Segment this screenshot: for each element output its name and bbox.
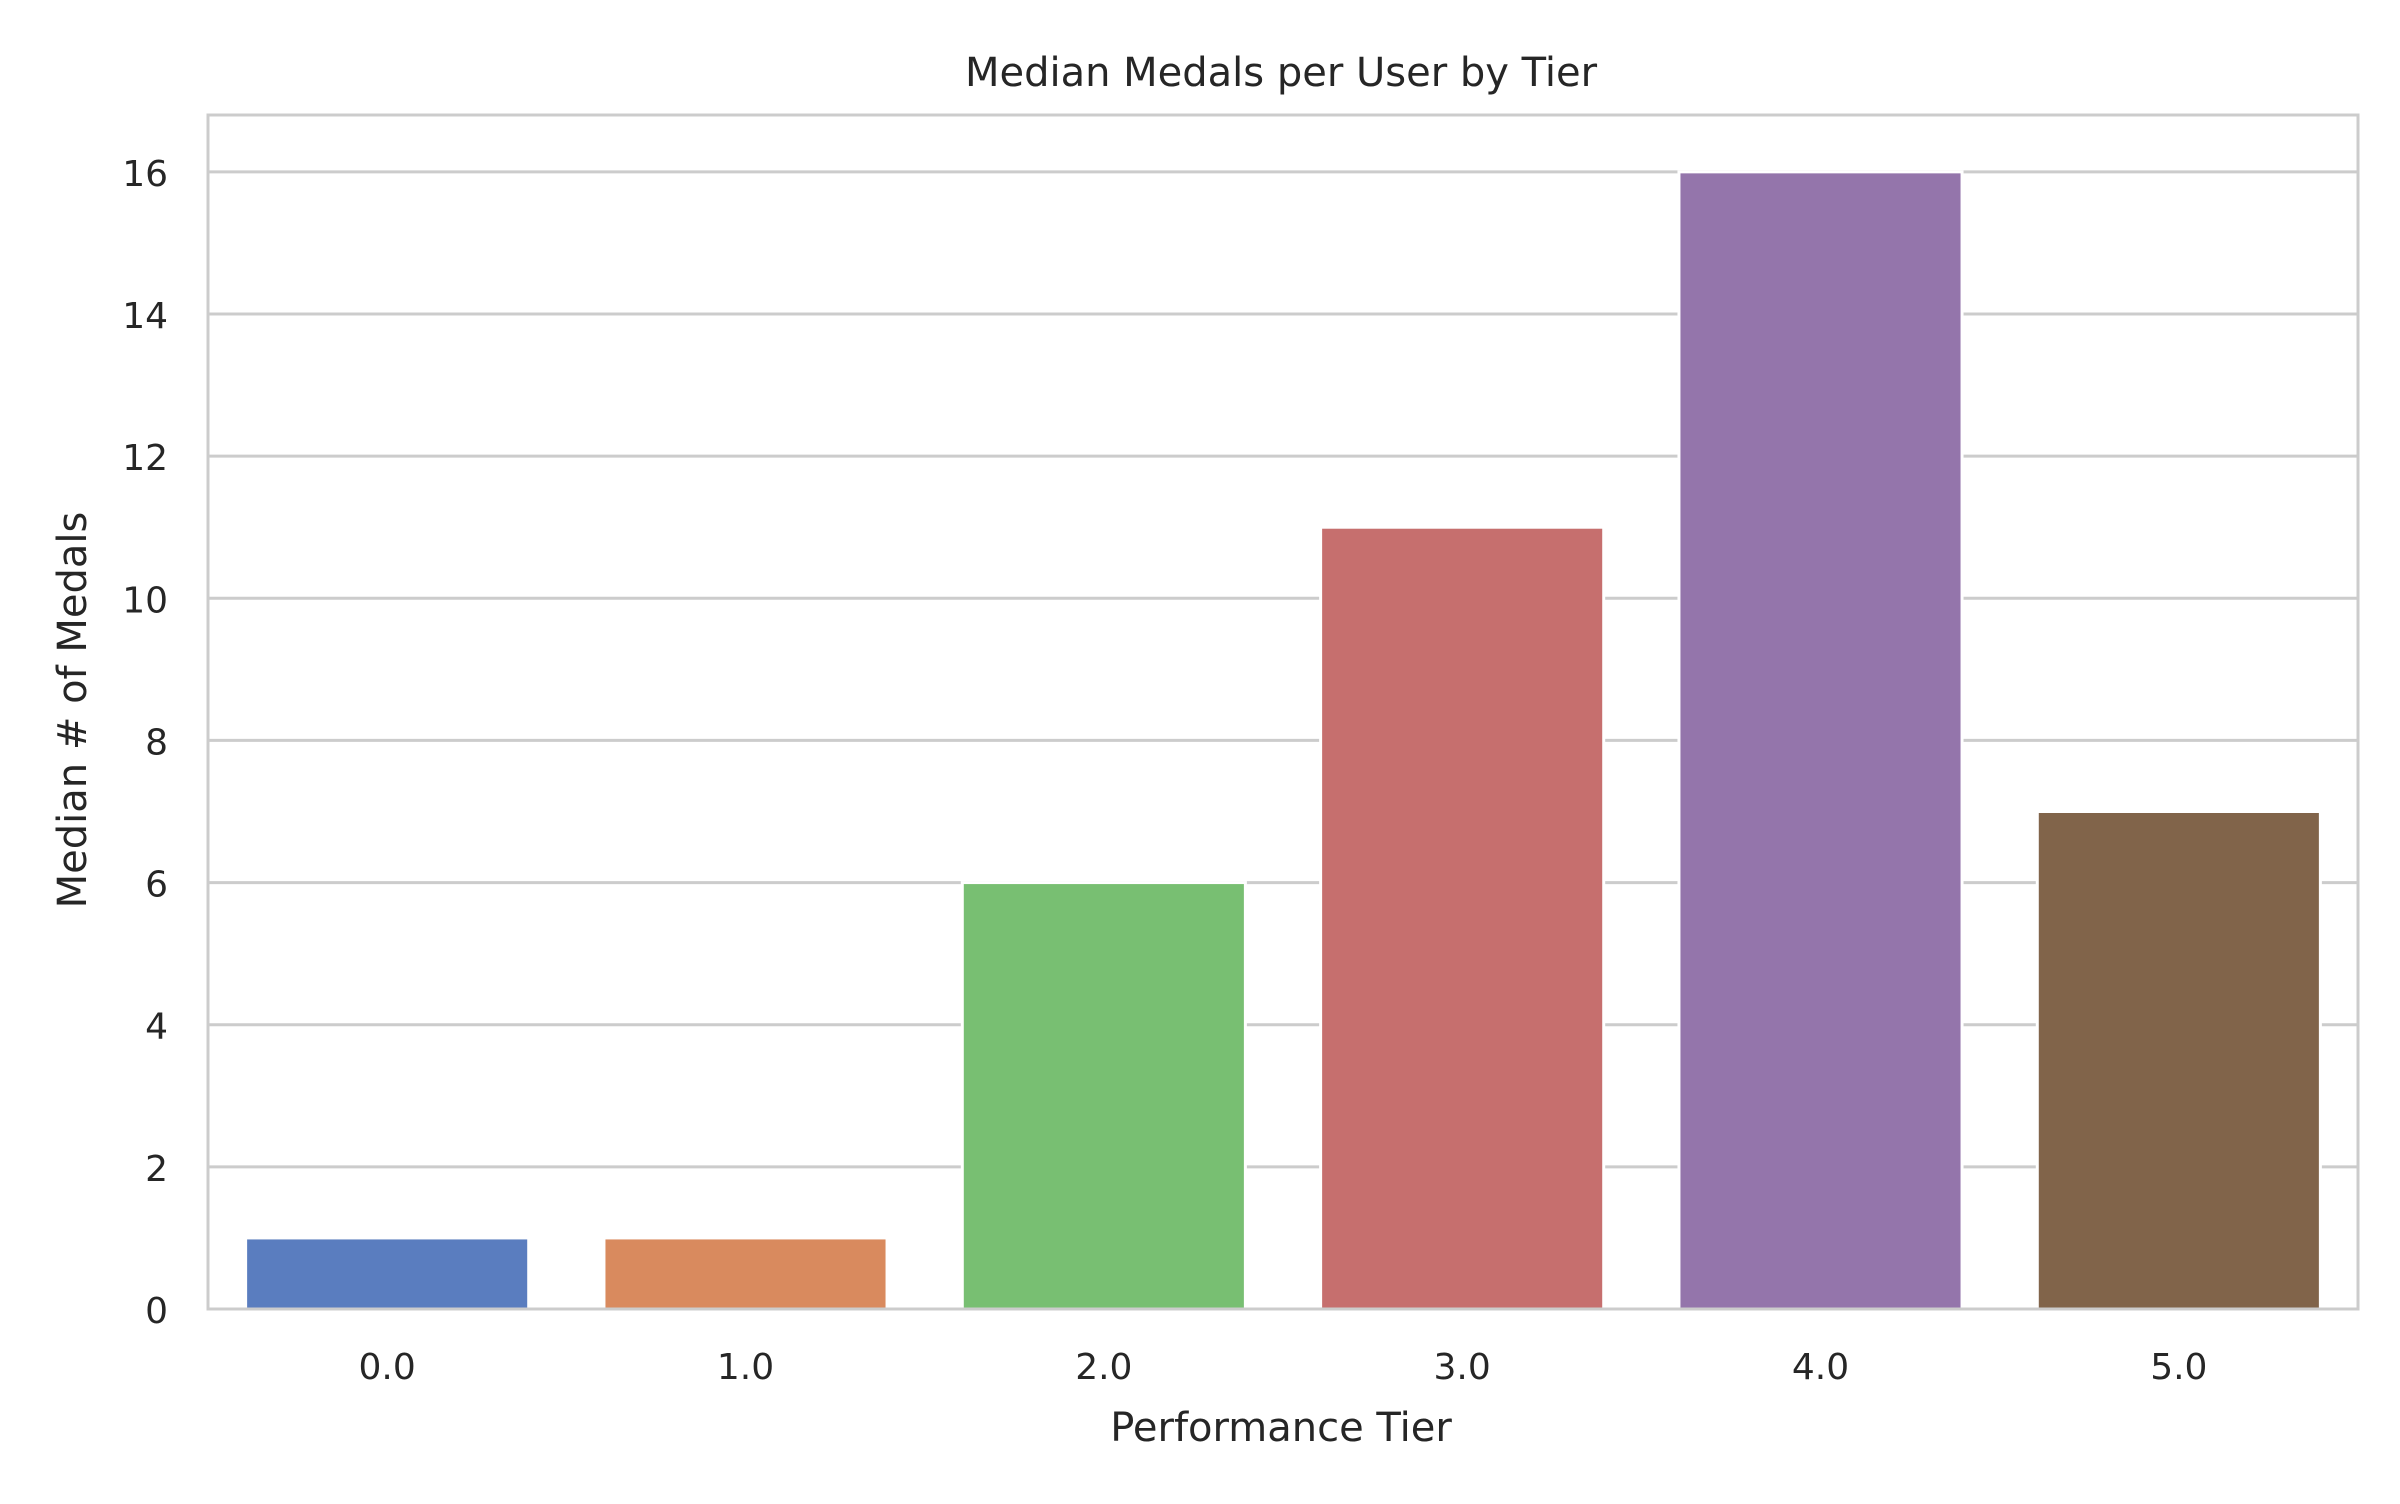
x-tick-label: 1.0	[717, 1347, 774, 1388]
y-tick-labels: 0 2 4 6 8 10 12 14 16	[122, 154, 168, 1332]
plot-frame	[206, 113, 2360, 1311]
y-tick-label: 4	[145, 1007, 168, 1048]
y-tick-label: 16	[122, 154, 168, 195]
y-tick-label: 6	[145, 865, 168, 906]
y-tick-label: 14	[122, 296, 168, 337]
x-tick-labels: 0.0 1.0 2.0 3.0 4.0 5.0	[359, 1347, 2208, 1388]
bar-tier-1.0	[602, 1236, 889, 1311]
chart-title: Median Medals per User by Tier	[965, 50, 1598, 96]
y-tick-label: 10	[122, 580, 168, 621]
bars	[244, 170, 2322, 1311]
x-axis-label: Performance Tier	[1110, 1405, 1452, 1451]
x-tick-label: 5.0	[2150, 1347, 2207, 1388]
bar-tier-0.0	[244, 1236, 531, 1311]
y-tick-label: 8	[145, 722, 168, 763]
y-tick-label: 12	[122, 438, 168, 479]
x-tick-label: 4.0	[1792, 1347, 1849, 1388]
y-tick-label: 2	[145, 1149, 168, 1190]
x-tick-label: 3.0	[1434, 1347, 1491, 1388]
bar-tier-3.0	[1319, 525, 1606, 1311]
y-axis-label: Median # of Medals	[50, 512, 96, 909]
x-tick-label: 0.0	[359, 1347, 416, 1388]
bar-tier-2.0	[960, 881, 1247, 1311]
y-tick-label: 0	[145, 1291, 168, 1332]
x-tick-label: 2.0	[1075, 1347, 1132, 1388]
bar-tier-5.0	[2035, 810, 2322, 1311]
bar-tier-4.0	[1677, 170, 1964, 1311]
